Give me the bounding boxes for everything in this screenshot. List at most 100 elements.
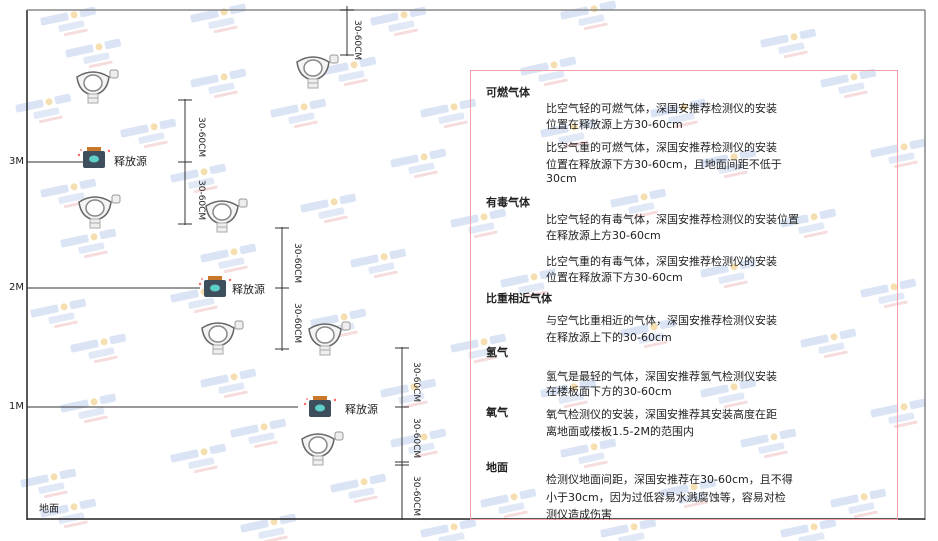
- watermark-logo: [390, 148, 447, 179]
- section-heading: 氢气: [486, 346, 508, 359]
- guideline-text: 离地面或楼板1.5-2M的范围内: [546, 425, 694, 438]
- watermark-logo: [420, 98, 477, 129]
- watermark-logo: [560, 438, 617, 469]
- section-heading: 比重相近气体: [486, 292, 552, 305]
- watermark-logo: [190, 3, 247, 34]
- watermark-logo: [300, 193, 357, 224]
- watermark-logo: [620, 318, 677, 349]
- watermark-logo: [540, 378, 597, 409]
- watermark-logo: [15, 93, 72, 124]
- level-label-3m: 3M: [9, 156, 24, 167]
- watermark-logo: [390, 428, 447, 459]
- watermark-logo: [500, 268, 557, 299]
- gas-detector-icon: [201, 320, 244, 355]
- guideline-text: 在释放源上方30-60cm: [546, 229, 661, 242]
- release-source-icon: [303, 396, 337, 417]
- watermark-logo: [170, 443, 227, 474]
- watermark-logo: [800, 328, 857, 359]
- guideline-text: 测仪造成伤害: [546, 508, 612, 521]
- level-label-1m: 1M: [9, 401, 24, 412]
- source-label: 释放源: [114, 155, 147, 168]
- watermark-logo: [200, 243, 257, 274]
- guideline-text: 与空气比重相近的气体，深国安推荐检测仪安装: [546, 314, 777, 327]
- watermark-logo: [30, 298, 87, 329]
- watermark-logo: [450, 208, 507, 239]
- watermark-logo: [700, 258, 757, 289]
- dimension-label: 30-60CM: [292, 303, 302, 344]
- watermark-logo: [65, 38, 122, 69]
- gas-detector-icon: [205, 198, 248, 233]
- guideline-text: 氢气是最轻的气体，深国安推荐氢气检测仪安装: [546, 370, 777, 383]
- dimension-label: 30-60CM: [411, 418, 421, 459]
- watermark-logo: [820, 68, 877, 99]
- gas-detector-icon: [308, 321, 351, 356]
- watermark-logo: [740, 428, 797, 459]
- release-source-icon: [77, 147, 111, 168]
- installation-guidelines-panel: 可燃气体 比空气轻的可燃气体，深国安推荐检测仪的安装 位置在释放源上方30-60cm…: [470, 70, 898, 521]
- section-heading: 地面: [486, 461, 508, 474]
- watermark-logo: [870, 398, 927, 429]
- watermark-logo: [120, 118, 177, 149]
- gas-detector-icon: [78, 194, 121, 229]
- guideline-text: 位置在释放源下方30-60cm: [546, 271, 683, 284]
- release-source-icon: [198, 276, 232, 297]
- watermark-logo: [200, 368, 257, 399]
- watermark-logo: [420, 518, 477, 541]
- guideline-text: 比空气轻的可燃气体，深国安推荐检测仪的安装: [546, 102, 777, 115]
- watermark-logo: [650, 98, 707, 129]
- section-heading: 有毒气体: [486, 196, 530, 209]
- watermark-logo: [380, 378, 437, 409]
- guideline-text: 在楼板面下方的30-60cm: [546, 385, 672, 398]
- guideline-text: 30cm: [546, 172, 577, 185]
- watermark-logo: [600, 518, 657, 541]
- guideline-text: 比空气重的可燃气体，深国安推荐检测仪的安装: [546, 141, 777, 154]
- source-label: 释放源: [232, 283, 265, 296]
- dimension-label: 30-60CM: [292, 243, 302, 284]
- watermark-logo: [700, 148, 757, 179]
- watermark-logo: [190, 68, 247, 99]
- guideline-text: 检测仪地面间距，深国安推荐在30-60cm，且不得: [546, 473, 793, 486]
- gas-detector-icon: [296, 54, 339, 89]
- watermark-logo: [780, 518, 837, 541]
- watermark-logo: [480, 488, 537, 519]
- watermark-logo: [330, 473, 387, 504]
- section-heading: 氧气: [486, 406, 508, 419]
- watermark-logo: [40, 178, 97, 209]
- dimension-label: 30-60CM: [196, 180, 206, 221]
- guideline-text: 小于30cm，因为过低容易水溅腐蚀等，容易对检: [546, 491, 786, 504]
- dimension-label: 30-60CM: [196, 117, 206, 158]
- watermark-logo: [60, 228, 117, 259]
- watermark-logo: [870, 138, 927, 169]
- guideline-text: 氧气检测仪的安装，深国安推荐其安装高度在距: [546, 408, 777, 421]
- dimension-label: 30-60CM: [411, 362, 421, 403]
- watermark-logo: [700, 378, 757, 409]
- guideline-text: 位置在释放源下方30-60cm，且地面间距不低于: [546, 158, 782, 171]
- dimension-label: 30-60CM: [352, 20, 362, 61]
- watermark-logo: [70, 333, 127, 364]
- watermark-logo: [610, 188, 667, 219]
- watermark-logo: [270, 98, 327, 129]
- watermark-logo: [660, 478, 717, 509]
- section-heading: 可燃气体: [486, 86, 530, 99]
- gas-detector-icon: [301, 431, 344, 466]
- watermark-logo: [540, 118, 597, 149]
- gas-detector-icon: [76, 69, 119, 104]
- watermark-logo: [450, 333, 507, 364]
- source-label: 释放源: [345, 403, 378, 416]
- guideline-text: 在释放源上下的30-60cm: [546, 331, 672, 344]
- watermark-logo: [830, 488, 887, 519]
- watermark-logo: [40, 498, 97, 529]
- level-label-2m: 2M: [9, 282, 24, 293]
- watermark-logo: [230, 418, 287, 449]
- watermark-logo: [760, 28, 817, 59]
- watermark-logo: [320, 56, 377, 87]
- guideline-text: 比空气重的有毒气体，深国安推荐检测仪的安装: [546, 255, 777, 268]
- guideline-text: 比空气轻的有毒气体，深国安推荐检测仪的安装位置: [546, 213, 799, 226]
- dimension-lines: [178, 6, 409, 520]
- watermark-logo: [520, 56, 577, 87]
- dimension-label: 30-60CM: [411, 476, 421, 517]
- watermark-logo: [60, 393, 117, 424]
- watermark-logo: [780, 208, 837, 239]
